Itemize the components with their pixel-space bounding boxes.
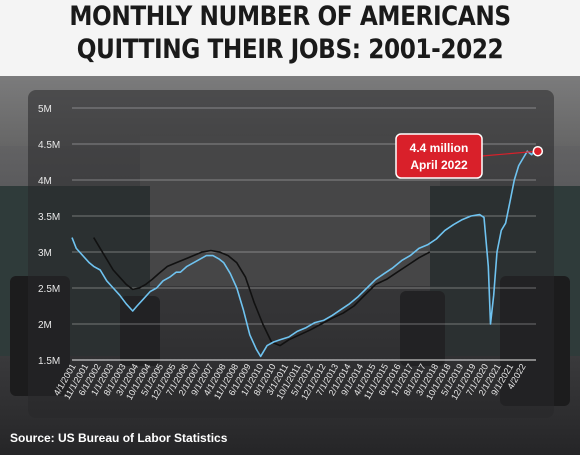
y-tick-label: 2M [38,320,52,331]
y-tick-label: 2.5M [38,284,60,295]
callout-date-label: April 2022 [410,158,468,172]
y-tick-label: 5M [38,104,52,115]
annotation-point [532,145,544,157]
chart-title-line-2: QUITTING THEIR JOBS: 2001-2022 [76,34,504,65]
y-tick-label: 4.5M [38,140,60,151]
y-tick-label: 3M [38,248,52,259]
header: MONTHLY NUMBER OF AMERICANS QUITTING THE… [0,0,580,76]
y-tick-label: 1.5M [38,356,60,367]
source-caption: Source: US Bureau of Labor Statistics [10,431,228,445]
chart-title-line-1: MONTHLY NUMBER OF AMERICANS [69,1,511,32]
callout-box [395,133,483,179]
callout-value-label: 4.4 million [410,141,469,155]
series-line-1 [71,150,535,358]
y-tick-label: 4M [38,176,52,187]
callout-leader-line [481,150,538,157]
y-tick-label: 3.5M [38,212,60,223]
series-line-0 [93,237,431,347]
